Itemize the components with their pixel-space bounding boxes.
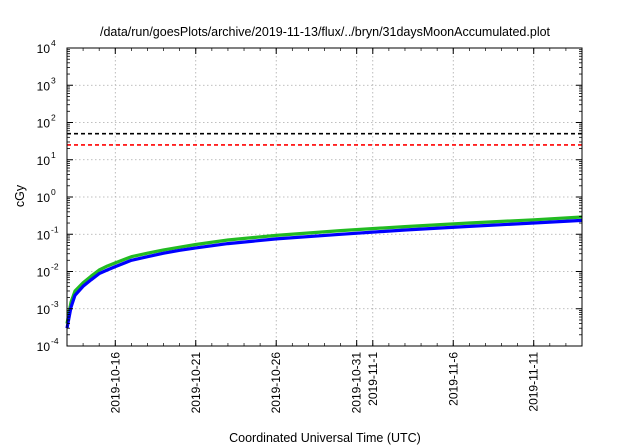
y-tick-base: 10 xyxy=(37,303,51,317)
y-tick-base: 10 xyxy=(37,228,51,242)
x-tick-text: 2019-11-6 xyxy=(446,352,460,406)
y-tick-base: 10 xyxy=(37,340,51,354)
x-tick-text: 2019-10-16 xyxy=(108,352,122,414)
x-tick-label: 2019-11-6 xyxy=(446,352,460,406)
y-tick-label: 10 -2 xyxy=(37,262,59,280)
x-tick-label: 2019-11-11 xyxy=(527,352,541,412)
y-tick-exponent: 2 xyxy=(51,113,56,123)
y-tick-exponent: -1 xyxy=(51,224,59,234)
y-tick-base: 10 xyxy=(37,79,51,93)
x-tick-text: 2019-10-31 xyxy=(350,352,364,414)
x-tick-text: 2019-10-21 xyxy=(189,352,203,414)
x-tick-label: 2019-10-31 xyxy=(350,352,364,414)
y-tick-label: 10 0 xyxy=(37,187,56,205)
y-tick-base: 10 xyxy=(37,42,51,56)
x-tick-text: 2019-11-1 xyxy=(366,352,380,406)
y-tick-base: 10 xyxy=(37,117,51,131)
y-tick-exponent: 1 xyxy=(51,150,56,160)
x-tick-text: 2019-11-11 xyxy=(527,352,541,412)
y-tick-label: 10 1 xyxy=(37,150,56,168)
plot-area xyxy=(65,132,583,329)
y-tick-base: 10 xyxy=(37,191,51,205)
y-tick-label: 10 -1 xyxy=(37,224,59,242)
y-tick-label: 10 -4 xyxy=(37,336,59,354)
x-tick-label: 2019-10-16 xyxy=(108,352,122,414)
x-axis-label: Coordinated Universal Time (UTC) xyxy=(229,431,421,445)
series-line xyxy=(65,215,583,324)
x-tick-text: 2019-10-26 xyxy=(269,352,283,414)
plot-frame xyxy=(66,47,583,347)
y-tick-base: 10 xyxy=(37,154,51,168)
y-tick-exponent: -2 xyxy=(51,262,59,272)
y-tick-label: 10 4 xyxy=(37,38,56,56)
x-tick-label: 2019-11-1 xyxy=(366,352,380,406)
y-tick-label: 10 -3 xyxy=(37,299,59,317)
y-tick-exponent: -3 xyxy=(51,299,59,309)
series-line xyxy=(65,218,583,329)
x-tick-label: 2019-10-26 xyxy=(269,352,283,414)
y-tick-label: 10 2 xyxy=(37,113,56,131)
y-tick-exponent: 4 xyxy=(51,38,56,48)
y-axis-label: cGy xyxy=(13,184,27,207)
y-tick-exponent: 0 xyxy=(51,187,56,197)
y-tick-base: 10 xyxy=(37,266,51,280)
chart-title: /data/run/goesPlots/archive/2019-11-13/f… xyxy=(100,25,551,39)
y-tick-exponent: -4 xyxy=(51,336,59,346)
y-tick-exponent: 3 xyxy=(51,75,56,85)
x-tick-label: 2019-10-21 xyxy=(189,352,203,414)
y-tick-label: 10 3 xyxy=(37,75,56,93)
